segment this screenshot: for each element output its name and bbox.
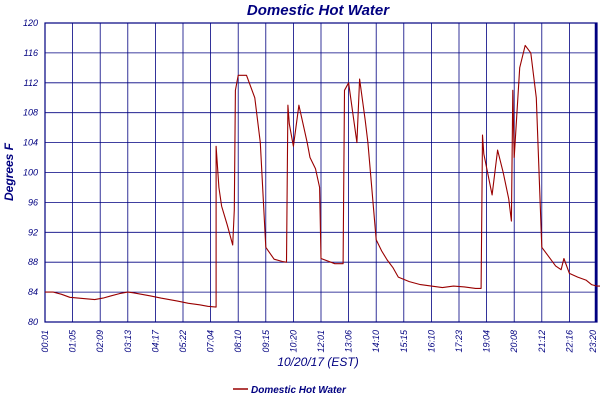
x-tick-label: 00:01 (40, 330, 50, 353)
x-tick-label: 01:05 (68, 329, 78, 353)
x-tick-label: 23:20 (588, 330, 598, 354)
y-tick-label: 80 (28, 317, 38, 327)
y-tick-label: 96 (28, 197, 38, 207)
legend-label: Domestic Hot Water (251, 385, 347, 396)
x-tick-label: 03:13 (123, 330, 133, 353)
y-tick-label: 104 (23, 138, 38, 148)
y-tick-label: 84 (28, 287, 38, 297)
x-tick-labels: 00:01 01:05 02:09 03:13 04:17 05:22 07:04 08:10… (40, 329, 598, 354)
x-tick-label: 07:04 (206, 330, 216, 353)
chart-title: Domestic Hot Water (247, 2, 390, 19)
x-tick-label: 14:10 (371, 330, 381, 353)
legend: Domestic Hot Water (233, 385, 347, 396)
y-tick-label: 108 (23, 108, 38, 118)
x-tick-label: 08:10 (233, 330, 243, 353)
x-tick-label: 22:16 (564, 330, 574, 354)
y-tick-label: 92 (28, 227, 38, 237)
x-tick-label: 20:08 (509, 330, 519, 354)
series-layer (45, 44, 600, 308)
y-tick-label: 100 (23, 168, 38, 178)
x-tick-label: 21:12 (537, 330, 547, 354)
x-tick-label: 13:06 (344, 330, 354, 353)
x-tick-label: 16:10 (426, 330, 436, 353)
y-tick-label: 116 (24, 48, 38, 58)
x-tick-label: 17:23 (454, 330, 464, 353)
x-axis-label: 10/20/17 (EST) (277, 355, 358, 369)
y-axis-label: Degrees F (2, 142, 16, 201)
x-tick-label: 02:09 (95, 330, 105, 353)
x-tick-label: 19:04 (482, 330, 492, 353)
grid (44, 22, 598, 323)
x-tick-label: 05:22 (178, 330, 188, 353)
x-tick-label: 09:15 (261, 329, 271, 353)
y-tick-labels: 80 84 88 92 96 100 104 108 112 116 120 (23, 18, 38, 327)
x-tick-label: 10:20 (288, 330, 298, 353)
x-tick-label: 04:17 (150, 329, 160, 353)
series-line-0 (45, 44, 600, 308)
x-tick-label: 12:01 (316, 330, 326, 353)
y-tick-label: 120 (23, 18, 38, 28)
y-tick-label: 88 (28, 257, 38, 267)
y-tick-label: 112 (24, 78, 38, 88)
x-tick-label: 15:15 (399, 329, 409, 353)
